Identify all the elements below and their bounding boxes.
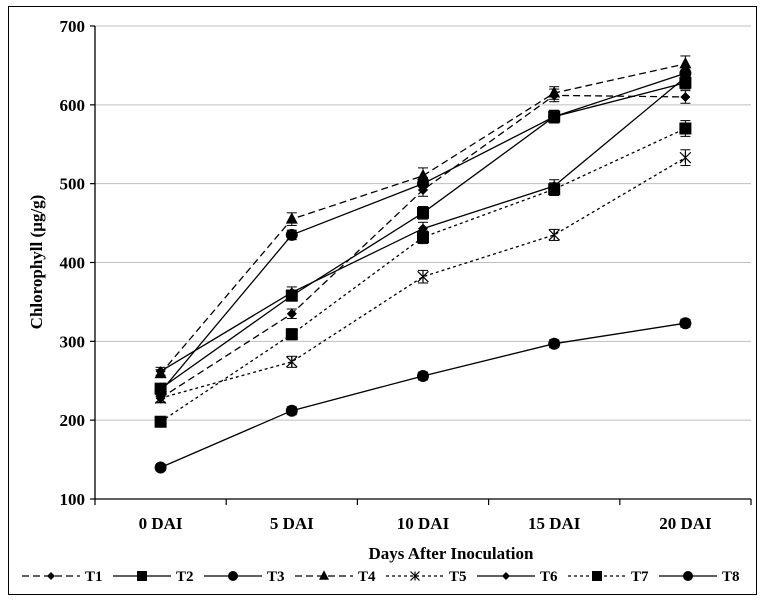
y-tick-label: 500 bbox=[60, 175, 86, 194]
data-point bbox=[417, 206, 429, 219]
data-point bbox=[548, 229, 561, 241]
data-point bbox=[679, 151, 692, 164]
x-tick-label: 5 DAI bbox=[270, 514, 314, 533]
data-point bbox=[680, 72, 691, 83]
series-t6 bbox=[155, 70, 691, 377]
y-tick-label: 600 bbox=[60, 96, 86, 115]
legend-marker bbox=[502, 572, 510, 580]
data-point bbox=[417, 231, 429, 244]
x-tick-label: 20 DAI bbox=[659, 514, 712, 533]
series-line bbox=[160, 94, 686, 399]
legend-label: T1 bbox=[85, 569, 103, 585]
x-axis-title: Days After Inoculation bbox=[369, 544, 535, 563]
series-t1 bbox=[155, 88, 691, 404]
data-point bbox=[154, 461, 167, 474]
data-point bbox=[154, 415, 167, 428]
legend-label: T6 bbox=[540, 569, 558, 585]
legend-item-t1: T1 bbox=[22, 569, 103, 585]
legend-marker bbox=[683, 571, 693, 581]
data-point bbox=[285, 212, 298, 224]
data-point bbox=[679, 56, 692, 69]
data-point bbox=[679, 317, 692, 330]
data-point bbox=[285, 356, 298, 368]
legend-marker bbox=[47, 572, 55, 580]
legend-label: T8 bbox=[722, 569, 740, 585]
legend-label: T2 bbox=[176, 569, 194, 585]
legend-item-t7: T7 bbox=[568, 569, 649, 585]
data-point bbox=[548, 183, 561, 196]
y-tick-label: 400 bbox=[60, 254, 86, 273]
legend-item-t4: T4 bbox=[295, 569, 376, 585]
legend-marker bbox=[228, 571, 238, 581]
legend-marker bbox=[592, 571, 602, 581]
y-tick-label: 200 bbox=[60, 411, 86, 430]
series-t5 bbox=[154, 149, 692, 404]
axes bbox=[90, 25, 752, 505]
legend-item-t8: T8 bbox=[659, 569, 740, 585]
y-tick-label: 300 bbox=[60, 332, 86, 351]
data-point bbox=[548, 110, 561, 123]
data-point bbox=[286, 308, 297, 319]
data-point bbox=[417, 370, 429, 383]
legend-label: T7 bbox=[631, 569, 649, 585]
y-tick-label: 100 bbox=[60, 490, 86, 509]
gridlines bbox=[95, 25, 751, 421]
series-layer bbox=[154, 55, 692, 474]
legend-item-t3: T3 bbox=[204, 569, 285, 585]
legend: T1 T2 T3 T4 T5 T6 T7 T8 bbox=[22, 569, 740, 585]
y-tick-label: 700 bbox=[60, 17, 86, 36]
data-point bbox=[548, 337, 561, 350]
series-t8 bbox=[154, 317, 692, 474]
data-point bbox=[679, 122, 692, 135]
legend-item-t2: T2 bbox=[113, 569, 194, 585]
legend-label: T4 bbox=[358, 569, 376, 585]
series-line bbox=[160, 63, 686, 375]
data-point bbox=[285, 328, 298, 341]
data-point bbox=[680, 91, 691, 102]
data-point bbox=[417, 168, 429, 181]
series-line bbox=[160, 157, 686, 399]
series-line bbox=[160, 322, 686, 469]
legend-label: T3 bbox=[267, 569, 285, 585]
chart-frame bbox=[8, 6, 757, 595]
data-point bbox=[417, 270, 429, 283]
legend-marker bbox=[137, 571, 147, 581]
data-point bbox=[285, 404, 298, 417]
x-tick-label: 15 DAI bbox=[528, 514, 581, 533]
x-tick-labels: 0 DAI 5 DAI 10 DAI 15 DAI 20 DAI bbox=[139, 514, 712, 533]
legend-label: T5 bbox=[449, 569, 467, 585]
data-point bbox=[155, 366, 166, 377]
data-point bbox=[154, 392, 167, 404]
data-point bbox=[286, 287, 297, 298]
series-t7 bbox=[154, 120, 692, 428]
legend-marker bbox=[410, 571, 420, 581]
y-tick-labels: 100 200 300 400 500 600 700 bbox=[60, 17, 86, 509]
data-point bbox=[285, 228, 298, 241]
legend-item-t6: T6 bbox=[477, 569, 558, 585]
y-axis-title: Chlorophyll (µg/g) bbox=[27, 195, 46, 330]
x-tick-label: 0 DAI bbox=[139, 514, 183, 533]
legend-marker bbox=[319, 570, 329, 580]
x-tick-label: 10 DAI bbox=[397, 514, 450, 533]
legend-item-t5: T5 bbox=[386, 569, 467, 585]
data-point bbox=[548, 86, 561, 98]
